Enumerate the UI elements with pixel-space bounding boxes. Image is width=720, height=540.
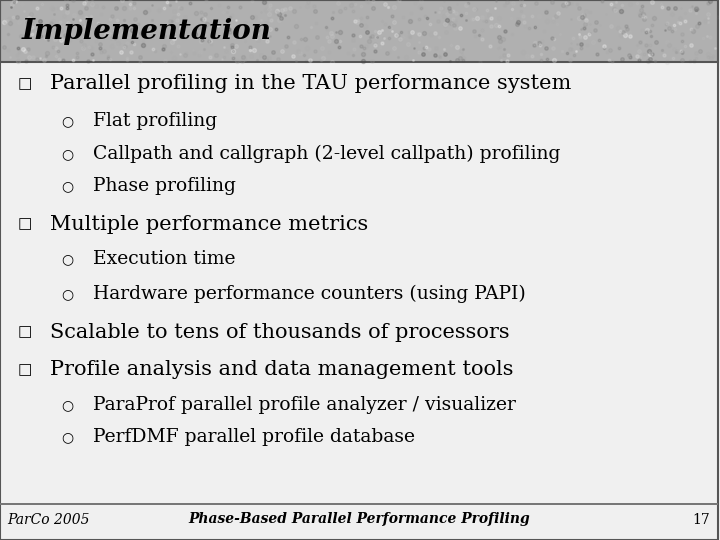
Text: Implementation: Implementation: [22, 17, 271, 45]
Text: ParCo 2005: ParCo 2005: [7, 512, 90, 526]
Text: ○: ○: [61, 179, 73, 193]
Text: Hardware performance counters (using PAPI): Hardware performance counters (using PAP…: [94, 285, 526, 303]
Text: □: □: [18, 217, 32, 231]
Text: ○: ○: [61, 147, 73, 161]
Text: Execution time: Execution time: [94, 250, 235, 268]
Text: Flat profiling: Flat profiling: [94, 112, 217, 131]
Text: ○: ○: [61, 252, 73, 266]
Bar: [0, 503, 718, 505]
Text: Phase profiling: Phase profiling: [94, 177, 236, 195]
Bar: [0, 0, 718, 62]
Text: ○: ○: [61, 430, 73, 444]
Text: ○: ○: [61, 114, 73, 129]
Text: Phase-Based Parallel Performance Profiling: Phase-Based Parallel Performance Profili…: [188, 512, 530, 526]
Text: □: □: [18, 325, 32, 339]
Text: Parallel profiling in the TAU performance system: Parallel profiling in the TAU performanc…: [50, 74, 572, 93]
Text: ○: ○: [61, 398, 73, 412]
Text: Scalable to tens of thousands of processors: Scalable to tens of thousands of process…: [50, 322, 510, 342]
Text: □: □: [18, 77, 32, 91]
Text: Multiple performance metrics: Multiple performance metrics: [50, 214, 369, 234]
Text: ○: ○: [61, 287, 73, 301]
Text: PerfDMF parallel profile database: PerfDMF parallel profile database: [94, 428, 415, 447]
Text: □: □: [18, 363, 32, 377]
Text: Profile analysis and data management tools: Profile analysis and data management too…: [50, 360, 514, 380]
Text: Callpath and callgraph (2-level callpath) profiling: Callpath and callgraph (2-level callpath…: [94, 145, 561, 163]
Text: 17: 17: [693, 512, 711, 526]
Text: ParaProf parallel profile analyzer / visualizer: ParaProf parallel profile analyzer / vis…: [94, 396, 516, 414]
